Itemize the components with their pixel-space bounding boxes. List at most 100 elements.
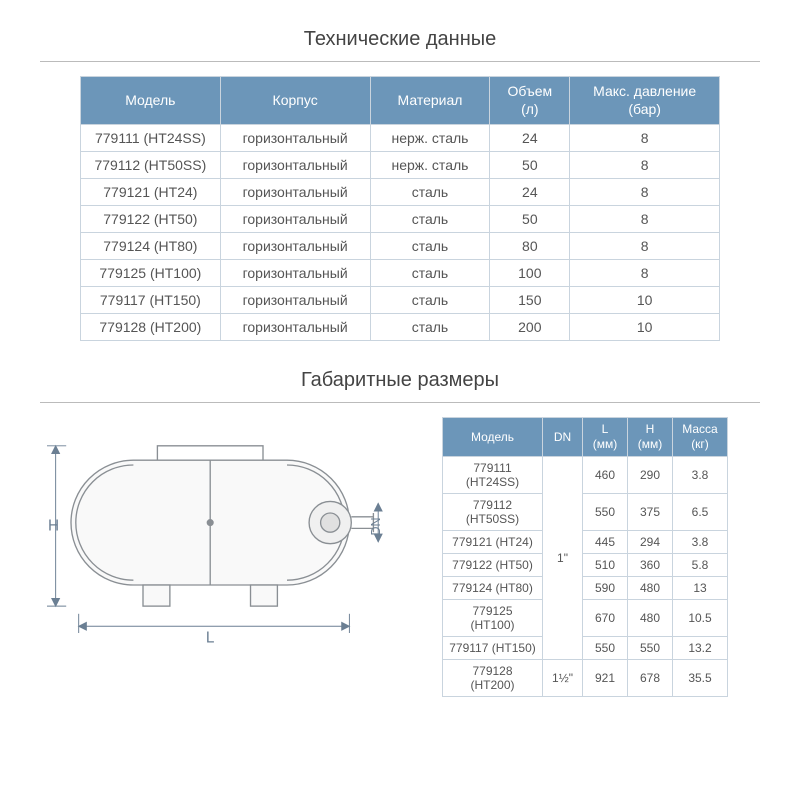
table-cell: 13 bbox=[673, 577, 728, 600]
table-cell: горизонтальный bbox=[220, 260, 370, 287]
table-cell: 779122 (HT50) bbox=[81, 206, 221, 233]
table-cell: горизонтальный bbox=[220, 314, 370, 341]
table-cell: 10 bbox=[570, 287, 720, 314]
table-row: 779128 (HT200)1½"92167835.5 bbox=[443, 660, 728, 697]
table-cell: 3.8 bbox=[673, 457, 728, 494]
table-cell: 480 bbox=[628, 600, 673, 637]
table-cell: 779121 (HT24) bbox=[81, 179, 221, 206]
table-row: 779111 (HT24SS)горизонтальныйнерж. сталь… bbox=[81, 125, 720, 152]
table-cell-dn: 1½" bbox=[543, 660, 583, 697]
table-cell: сталь bbox=[370, 233, 490, 260]
table-cell: 779124 (HT80) bbox=[81, 233, 221, 260]
specs-col-header: Макс. давление(бар) bbox=[570, 77, 720, 125]
table-row: 779122 (HT50)горизонтальныйсталь508 bbox=[81, 206, 720, 233]
table-cell: 779125 (HT100) bbox=[443, 600, 543, 637]
table-cell: 779112 (HT50SS) bbox=[81, 152, 221, 179]
table-cell: сталь bbox=[370, 179, 490, 206]
specs-table: МодельКорпусМатериалОбъем(л)Макс. давлен… bbox=[80, 76, 720, 341]
dim-h-label: H bbox=[48, 517, 59, 534]
table-cell: 678 bbox=[628, 660, 673, 697]
dims-col-header: Модель bbox=[443, 418, 543, 457]
table-cell: 480 bbox=[628, 577, 673, 600]
table-cell: 8 bbox=[570, 152, 720, 179]
table-row: 779124 (HT80) 59048013 bbox=[443, 577, 728, 600]
dim-dn-label: DN bbox=[369, 517, 383, 535]
dimensions-table: МодельDNL(мм)H(мм)Масса(кг) 779111 (HT24… bbox=[442, 417, 728, 697]
table-cell: 779122 (HT50) bbox=[443, 554, 543, 577]
table-cell: 360 bbox=[628, 554, 673, 577]
dims-col-header: Масса(кг) bbox=[673, 418, 728, 457]
table-cell: 6.5 bbox=[673, 494, 728, 531]
rule bbox=[40, 402, 760, 403]
specs-col-header: Объем(л) bbox=[490, 77, 570, 125]
table-cell: горизонтальный bbox=[220, 152, 370, 179]
table-row: 779125 (HT100)горизонтальныйсталь1008 bbox=[81, 260, 720, 287]
table-cell: нерж. сталь bbox=[370, 152, 490, 179]
table-cell: 445 bbox=[583, 531, 628, 554]
table-row: 779125 (HT100)67048010.5 bbox=[443, 600, 728, 637]
table-row: 779117 (HT150)55055013.2 bbox=[443, 637, 728, 660]
table-cell: 24 bbox=[490, 125, 570, 152]
table-cell: 779112 (HT50SS) bbox=[443, 494, 543, 531]
table-cell: 50 bbox=[490, 206, 570, 233]
specs-section-title: Технические данные bbox=[40, 28, 760, 51]
table-cell: 550 bbox=[583, 494, 628, 531]
dims-col-header: H(мм) bbox=[628, 418, 673, 457]
table-cell: 779121 (HT24) bbox=[443, 531, 543, 554]
table-cell: 290 bbox=[628, 457, 673, 494]
table-cell: 550 bbox=[583, 637, 628, 660]
table-cell: 779128 (HT200) bbox=[443, 660, 543, 697]
table-cell: 670 bbox=[583, 600, 628, 637]
table-cell: 779111 (HT24SS) bbox=[81, 125, 221, 152]
rule bbox=[40, 61, 760, 62]
table-row: 779121 (HT24)4452943.8 bbox=[443, 531, 728, 554]
table-row: 779128 (HT200)горизонтальныйсталь20010 bbox=[81, 314, 720, 341]
table-cell: 779117 (HT150) bbox=[443, 637, 543, 660]
table-cell: горизонтальный bbox=[220, 125, 370, 152]
table-cell-dn: 1" bbox=[543, 457, 583, 660]
table-row: 779121 (HT24)горизонтальныйсталь248 bbox=[81, 179, 720, 206]
table-cell: 8 bbox=[570, 125, 720, 152]
table-row: 779124 (HT80)горизонтальныйсталь808 bbox=[81, 233, 720, 260]
table-cell: 460 bbox=[583, 457, 628, 494]
table-cell: 24 bbox=[490, 179, 570, 206]
table-cell: 200 bbox=[490, 314, 570, 341]
table-cell: сталь bbox=[370, 260, 490, 287]
table-cell: 590 bbox=[583, 577, 628, 600]
dim-l-label: L bbox=[206, 630, 215, 647]
table-cell: 375 bbox=[628, 494, 673, 531]
table-cell: горизонтальный bbox=[220, 206, 370, 233]
table-cell: 3.8 bbox=[673, 531, 728, 554]
table-cell: горизонтальный bbox=[220, 233, 370, 260]
table-cell: 779111 (HT24SS) bbox=[443, 457, 543, 494]
table-row: 779111 (HT24SS)1"4602903.8 bbox=[443, 457, 728, 494]
table-cell: 5.8 bbox=[673, 554, 728, 577]
table-row: 779112 (HT50SS)горизонтальныйнерж. сталь… bbox=[81, 152, 720, 179]
table-cell: 50 bbox=[490, 152, 570, 179]
table-cell: 8 bbox=[570, 260, 720, 287]
table-row: 779112 (HT50SS) 5503756.5 bbox=[443, 494, 728, 531]
table-cell: 35.5 bbox=[673, 660, 728, 697]
table-cell: 8 bbox=[570, 233, 720, 260]
table-cell: сталь bbox=[370, 287, 490, 314]
table-cell: горизонтальный bbox=[220, 179, 370, 206]
table-cell: 921 bbox=[583, 660, 628, 697]
tank-diagram: L H DN bbox=[40, 417, 390, 657]
table-cell: 100 bbox=[490, 260, 570, 287]
table-cell: 80 bbox=[490, 233, 570, 260]
table-cell: 779124 (HT80) bbox=[443, 577, 543, 600]
table-cell: нерж. сталь bbox=[370, 125, 490, 152]
dimensions-section-title: Габаритные размеры bbox=[40, 369, 760, 392]
table-cell: 779125 (HT100) bbox=[81, 260, 221, 287]
table-row: 779117 (HT150)горизонтальныйсталь15010 bbox=[81, 287, 720, 314]
table-cell: сталь bbox=[370, 206, 490, 233]
specs-col-header: Модель bbox=[81, 77, 221, 125]
table-cell: 10 bbox=[570, 314, 720, 341]
table-cell: 150 bbox=[490, 287, 570, 314]
table-row: 779122 (HT50)5103605.8 bbox=[443, 554, 728, 577]
table-cell: горизонтальный bbox=[220, 287, 370, 314]
table-cell: 779128 (HT200) bbox=[81, 314, 221, 341]
table-cell: 779117 (HT150) bbox=[81, 287, 221, 314]
table-cell: 8 bbox=[570, 179, 720, 206]
specs-col-header: Корпус bbox=[220, 77, 370, 125]
